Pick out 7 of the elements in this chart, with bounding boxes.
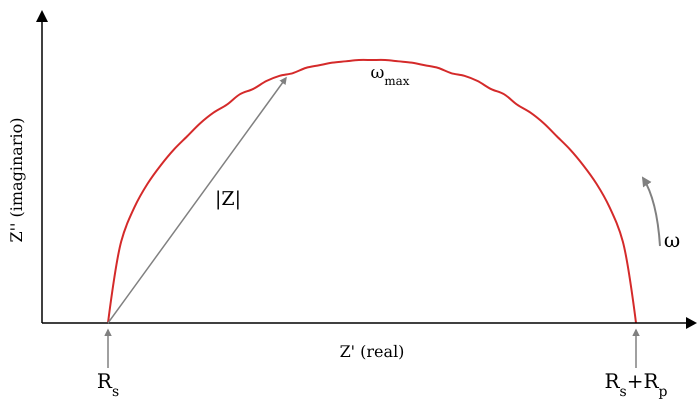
text: ω (664, 228, 680, 252)
y-axis-title: Z'' (imaginario) (7, 118, 26, 242)
x-axis-title: Z' (real) (340, 342, 404, 361)
annotation: |Z| (214, 188, 242, 210)
annotation: ω$_{max}$ (370, 63, 410, 88)
text: R$_{s}$ (96, 369, 120, 400)
text: R$_{s}$+R$_{p}$ (604, 369, 668, 400)
